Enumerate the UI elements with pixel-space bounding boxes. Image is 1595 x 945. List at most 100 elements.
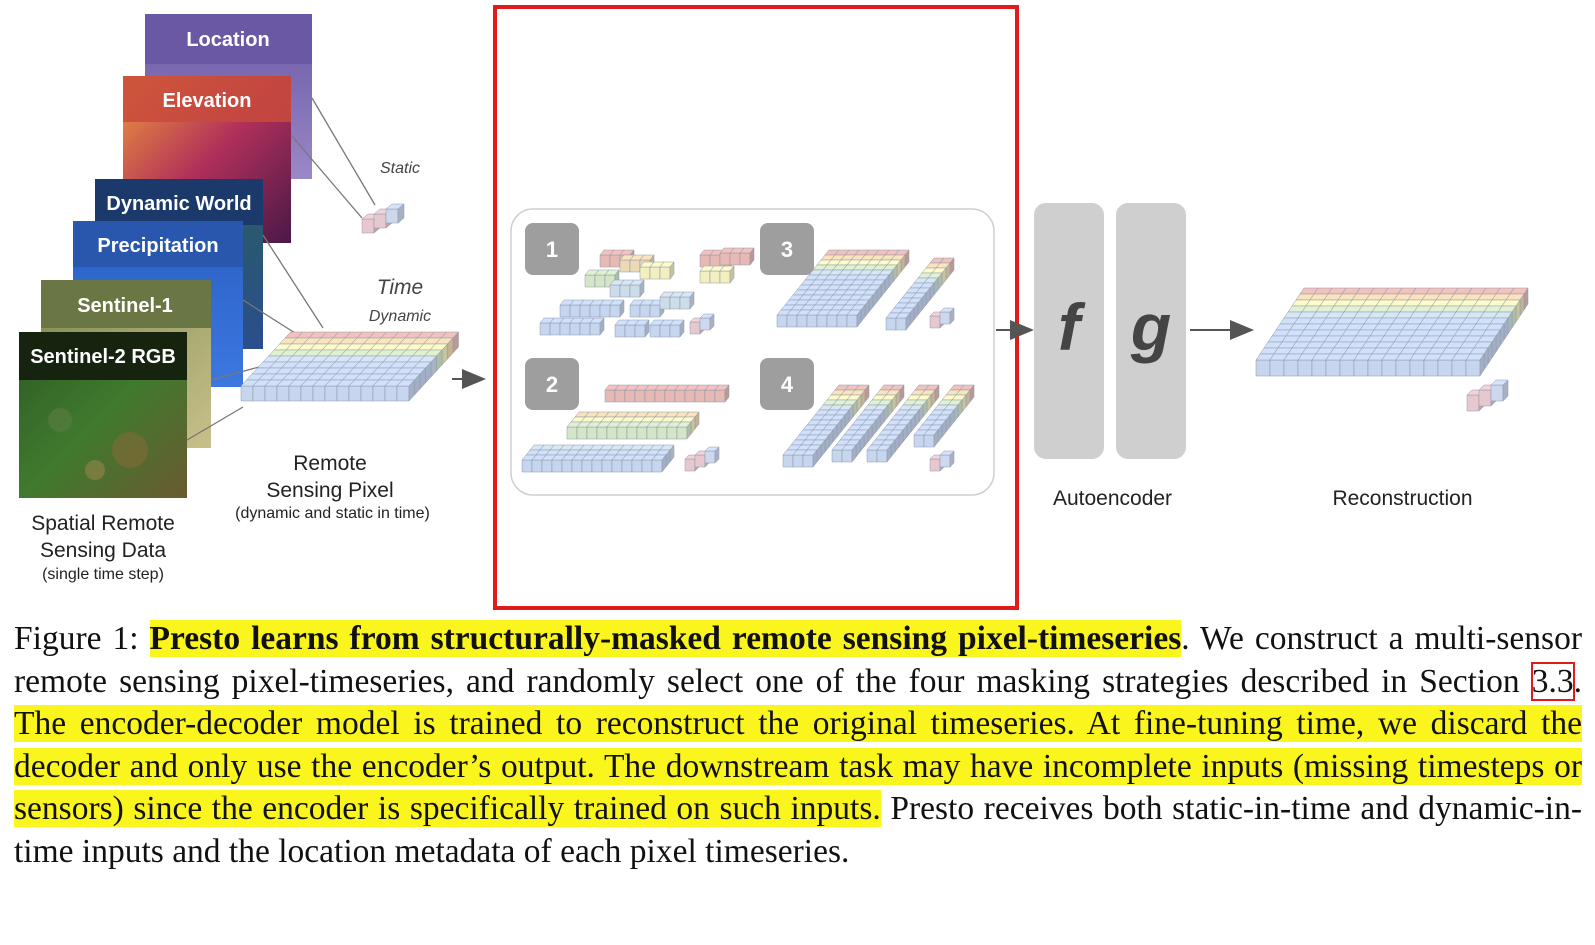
encoder-block: f — [1034, 203, 1104, 459]
cube-face — [694, 454, 706, 468]
cube-face — [384, 385, 398, 402]
cube-face — [644, 319, 650, 338]
cube-face — [621, 459, 633, 473]
cube-face — [1367, 359, 1383, 377]
cube-face — [1479, 353, 1485, 377]
cube-face — [905, 312, 911, 331]
cube-face — [1451, 359, 1467, 377]
cube-face — [782, 454, 794, 468]
cube-face — [1311, 359, 1327, 377]
cube-face — [569, 322, 581, 336]
cube-face — [636, 426, 648, 440]
svg-text:Elevation: Elevation — [163, 90, 252, 112]
cube-face — [397, 203, 405, 224]
cube-face — [629, 304, 641, 318]
svg-text:Precipitation: Precipitation — [97, 235, 218, 257]
cube-face — [704, 450, 716, 464]
cube-face — [336, 385, 350, 402]
cube-face — [601, 459, 613, 473]
cube-face — [276, 385, 290, 402]
cube-face — [1353, 359, 1369, 377]
cube-face — [609, 304, 621, 318]
remote-pixel-sublabel: (dynamic and static in time) — [235, 505, 430, 522]
decoder-block: g — [1116, 203, 1186, 459]
cube-face — [579, 322, 591, 336]
cube-face — [674, 389, 686, 403]
cube-face — [796, 314, 808, 328]
cube-face — [559, 304, 571, 318]
cube-face — [729, 265, 735, 284]
cube-face — [699, 317, 711, 331]
caption-text-2: . — [1573, 662, 1582, 700]
cube-face — [385, 208, 399, 224]
cube-face — [634, 324, 646, 338]
cube-face — [659, 266, 671, 280]
svg-text:g: g — [1130, 290, 1171, 364]
cube-face — [689, 321, 701, 335]
cube-face — [324, 385, 338, 402]
cube-face — [1409, 359, 1425, 377]
cube-face — [631, 459, 643, 473]
cube-face — [576, 426, 588, 440]
cube-face — [841, 449, 853, 463]
input-pixel-grid — [240, 331, 460, 402]
cube-face — [1437, 359, 1453, 377]
cube-face — [579, 304, 591, 318]
cube-face — [739, 252, 751, 266]
masking-number-label: 2 — [546, 372, 558, 397]
cube-face — [639, 279, 645, 298]
masking-number-label: 1 — [546, 237, 558, 262]
cube-face — [709, 270, 721, 284]
cube-face — [939, 454, 951, 468]
cube-face — [1465, 359, 1481, 377]
cube-face — [836, 314, 848, 328]
cube-face — [664, 389, 676, 403]
cube-face — [654, 389, 666, 403]
caption-text-3: Presto receives both static-in-time and … — [14, 790, 1583, 870]
cube-face — [649, 324, 661, 338]
cube-face — [611, 459, 623, 473]
cube-face — [686, 421, 692, 440]
cube-face — [669, 296, 681, 310]
cube-face — [599, 317, 605, 336]
cube-face — [589, 322, 601, 336]
svg-text:Sentinel-1: Sentinel-1 — [77, 295, 173, 317]
cube-face — [639, 304, 651, 318]
cube-face — [372, 385, 386, 402]
cube-face — [641, 459, 653, 473]
cube-face — [1255, 359, 1271, 377]
cube-face — [666, 426, 678, 440]
cube-face — [619, 284, 631, 298]
cube-face — [649, 304, 661, 318]
cube-face — [300, 385, 314, 402]
cube-face — [541, 459, 553, 473]
cube-face — [709, 313, 715, 331]
cube-face — [724, 384, 730, 403]
cube-face — [1423, 359, 1439, 377]
cube-face — [949, 307, 955, 325]
spatial-label-2: Sensing Data — [39, 539, 167, 562]
cube-face — [1325, 359, 1341, 377]
cube-face — [659, 296, 671, 310]
cube-face — [1466, 394, 1480, 412]
autoencoder-label: Autoencoder — [1052, 487, 1173, 510]
section-reference-link[interactable]: 3.3 — [1530, 661, 1575, 701]
cube-face — [669, 261, 675, 280]
cube-face — [264, 385, 278, 402]
cube-face — [312, 385, 326, 402]
cube-face — [1395, 359, 1411, 377]
cube-face — [626, 426, 638, 440]
cube-face — [812, 449, 818, 468]
cube-face — [604, 389, 616, 403]
cube-face — [594, 274, 606, 288]
figure-caption: Figure 1: Presto learns from structurall… — [14, 618, 1582, 873]
cube-face — [624, 389, 636, 403]
spatial-label: Spatial Remote — [31, 512, 175, 535]
masking-number-badge — [760, 223, 814, 275]
cube-face — [559, 322, 571, 336]
cube-face — [913, 434, 925, 448]
cube-face — [1283, 359, 1299, 377]
cube-face — [846, 314, 858, 328]
caption-prefix: Figure 1: — [14, 620, 150, 657]
